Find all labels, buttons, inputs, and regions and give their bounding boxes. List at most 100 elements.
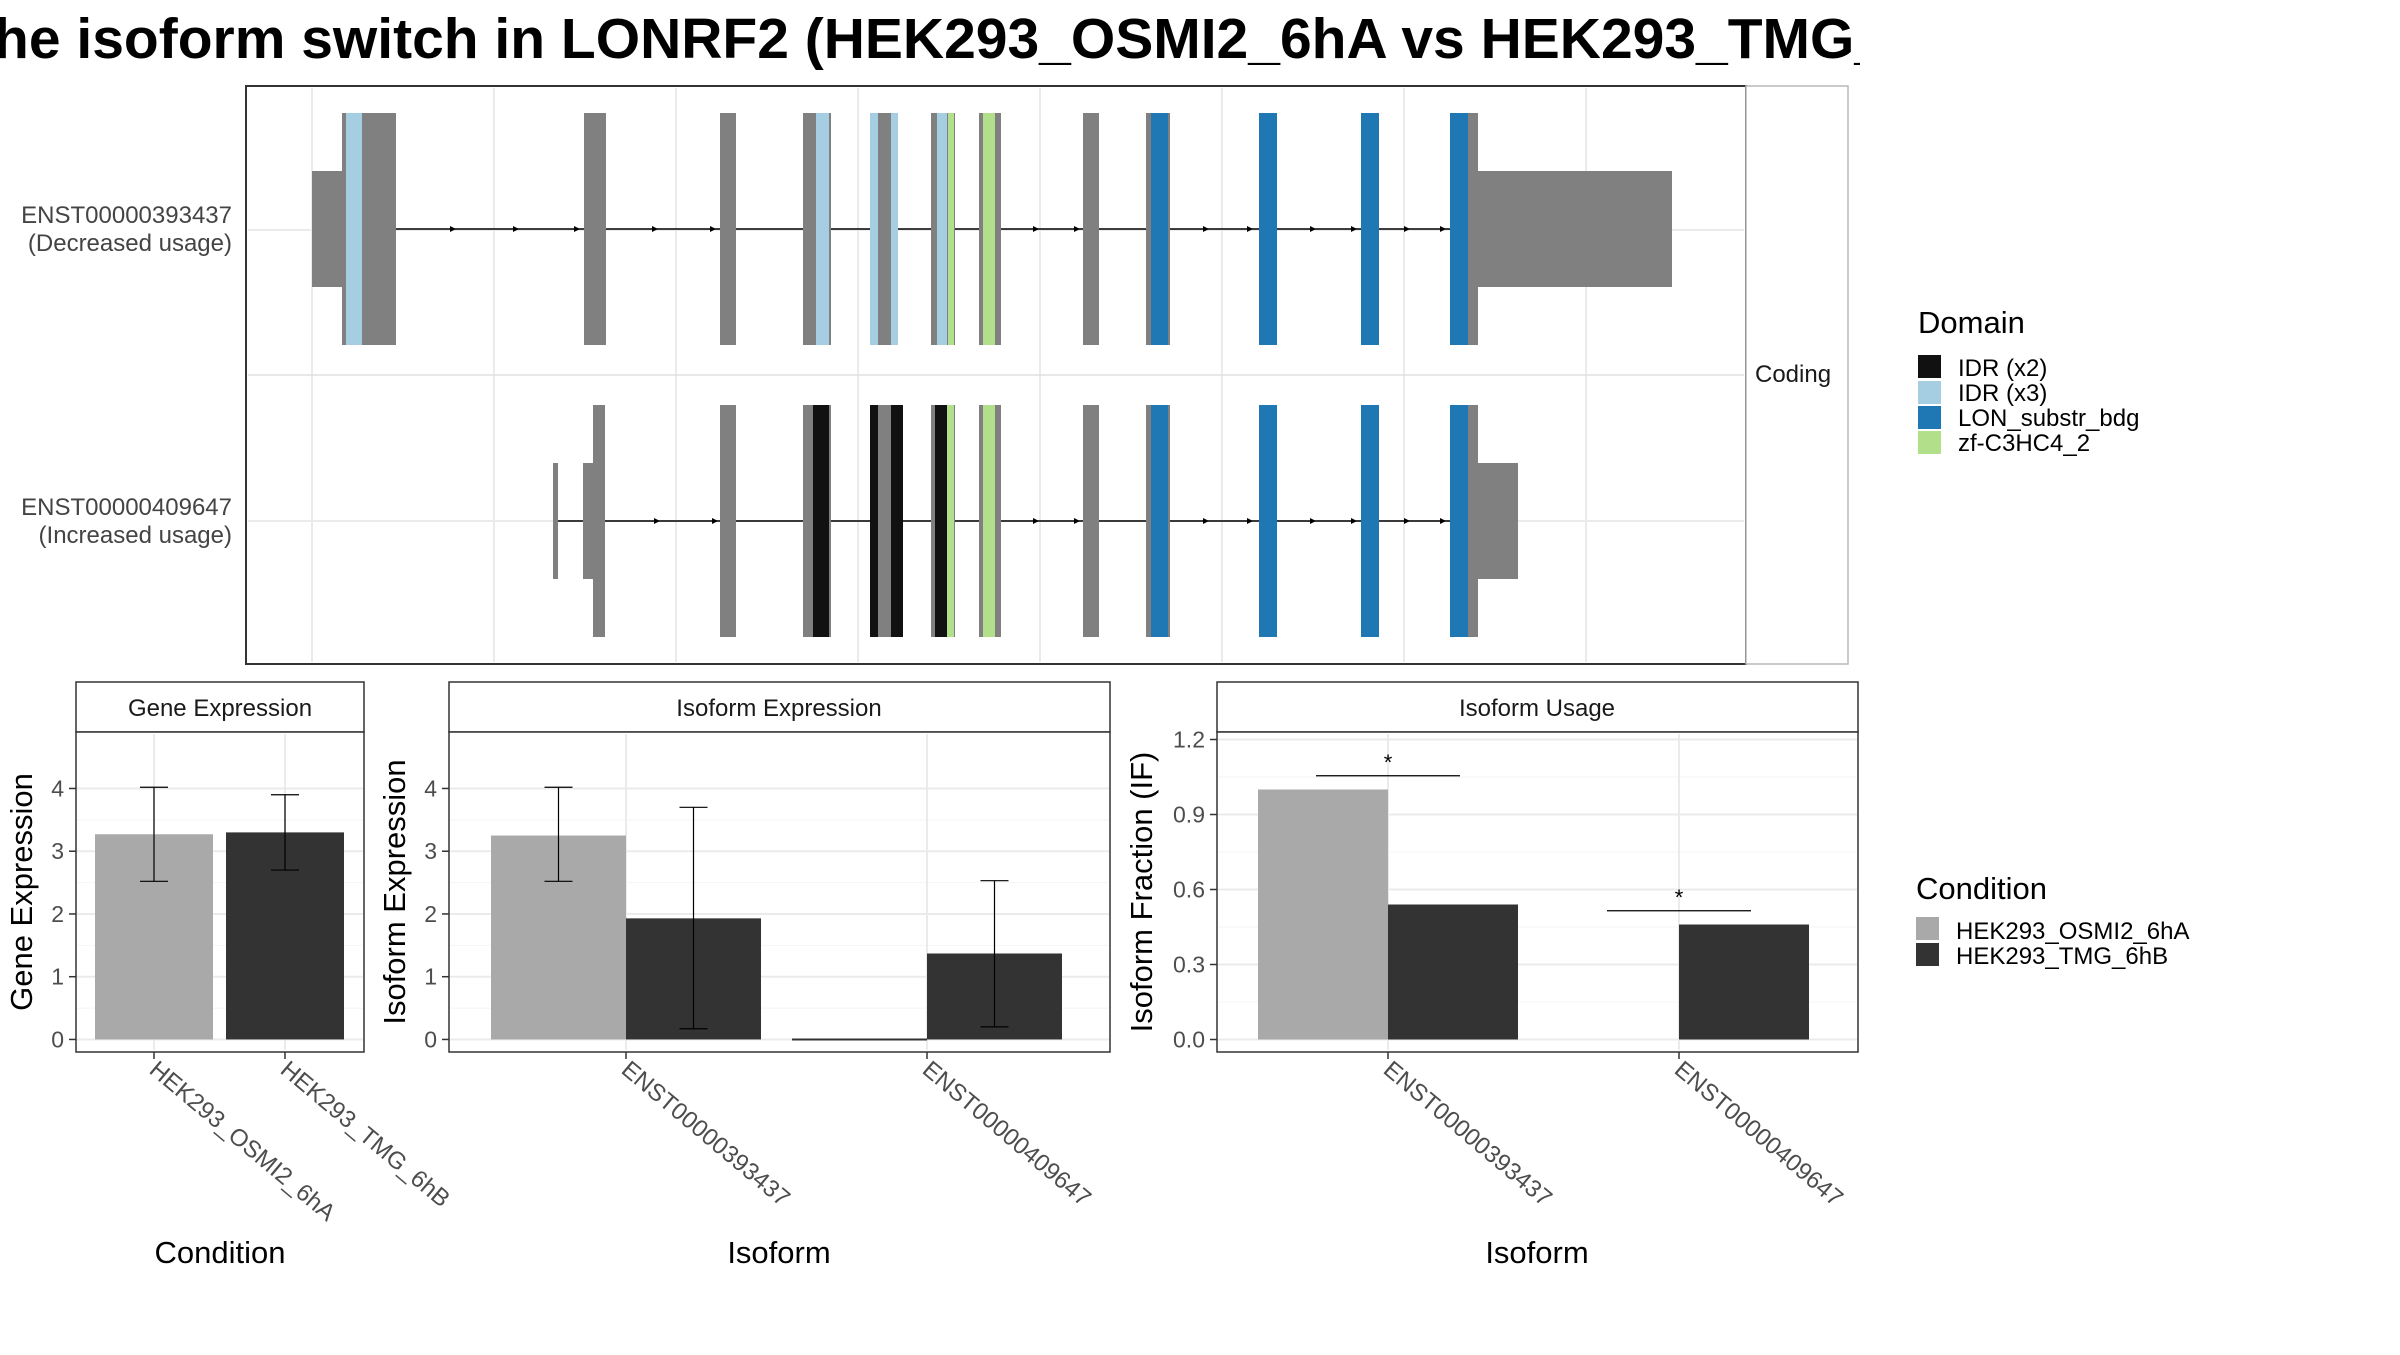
isoform2-id-label: ENST00000409647: [21, 494, 232, 521]
isoform1-id-label: ENST00000393437: [21, 202, 232, 229]
isoform-usage-y-tick-label-0: 0.0: [1173, 1027, 1205, 1053]
isoform2-exon-7: [870, 405, 878, 637]
isoform1-direction-arrow-0: [450, 226, 456, 232]
legend-key-idr-x2: [1918, 355, 1941, 378]
gene-expression-y-label: Gene Expression: [4, 773, 39, 1011]
gene-expression-y-tick-label-0: 0: [51, 1026, 64, 1052]
isoform2-exon-0: [553, 463, 558, 579]
isoform-usage-y-tick-label-3: 0.9: [1173, 802, 1205, 828]
isoform2-direction-arrow-2: [1033, 518, 1039, 524]
isoform-expression-y-tick-label-1: 1: [424, 964, 437, 990]
transcript-structure-panel: Coding ENST00000393437 (Decreased usage)…: [21, 85, 1849, 665]
isoform1-exon-21: [1450, 113, 1468, 345]
isoform-usage-panel: Isoform Usage 0.0 0.3 0.6 0.9 1.2 ENST0000039…: [1124, 681, 1859, 1270]
legend-label-lon-substr-bdg: LON_substr_bdg: [1958, 405, 2139, 432]
isoform1-exon-8: [870, 113, 878, 345]
gene-expression-strip-title: Gene Expression: [128, 695, 312, 722]
isoform-expression-y-tick-label-2: 2: [424, 901, 437, 927]
isoform1-direction-arrow-1: [513, 226, 519, 232]
isoform1-exon-6: [816, 113, 829, 345]
legend-key-idr-x3: [1918, 381, 1941, 404]
isoform1-exon-22: [1468, 171, 1672, 287]
isoform2-direction-arrow-9: [1440, 518, 1446, 524]
isoform2-exon-16: [1151, 405, 1168, 637]
facet-label-coding: Coding: [1755, 361, 1831, 388]
condition-legend: Condition HEK293_OSMI2_6hA HEK293_TMG_6h…: [1916, 871, 2189, 970]
legend-label-tmg: HEK293_TMG_6hB: [1956, 943, 2168, 970]
legend-label-idr-x3: IDR (x3): [1958, 380, 2047, 407]
isoform1-direction-arrow-5: [1033, 226, 1039, 232]
isoform2-exon-5: [813, 405, 829, 637]
isoform1-exon-2: [346, 113, 362, 345]
isoform-usage-y-tick-label-1: 0.3: [1173, 952, 1205, 978]
isoform2-direction-arrow-1: [712, 518, 718, 524]
legend-label-zf-c3hc4-2: zf-C3HC4_2: [1958, 430, 2090, 457]
isoform2-direction-arrow-5: [1247, 518, 1253, 524]
gene-expression-y-tick-label-3: 3: [51, 838, 64, 864]
isoform2-direction-arrow-8: [1404, 518, 1410, 524]
isoform-expression-y-tick-label-4: 4: [424, 775, 437, 801]
isoform1-direction-arrow-9: [1310, 226, 1316, 232]
isoform2-direction-arrow-4: [1203, 518, 1209, 524]
gene-expression-y-tick-label-1: 1: [51, 964, 64, 990]
isoform-usage-x-tick-label-1: ENST00000409647: [1669, 1056, 1848, 1212]
isoform-expression-x-tick-label-1: ENST00000409647: [917, 1056, 1096, 1212]
isoform2-exon-1: [583, 463, 593, 579]
isoform1-exon-15: [1083, 113, 1099, 345]
isoform1-direction-arrow-11: [1404, 226, 1410, 232]
legend-label-idr-x2: IDR (x2): [1958, 355, 2047, 382]
legend-key-zf-c3hc4-2: [1918, 431, 1941, 454]
isoform2-direction-arrow-6: [1310, 518, 1316, 524]
figure-title: he isoform switch in LONRF2 (HEK293_OSMI…: [0, 7, 1994, 71]
isoform1-exon-4: [720, 113, 736, 345]
legend-key-lon-substr-bdg: [1918, 406, 1941, 429]
isoform1-exon-0: [312, 171, 342, 287]
isoform2-direction-arrow-0: [654, 518, 660, 524]
isoform1-exon-18: [1259, 113, 1277, 345]
isoform1-exon-11: [937, 113, 947, 345]
isoform-expression-y-tick-label-3: 3: [424, 838, 437, 864]
isoform-usage-strip-title: Isoform Usage: [1459, 695, 1615, 722]
isoform1-direction-arrow-3: [652, 226, 658, 232]
isoform2-usage-label: (Increased usage): [39, 522, 232, 549]
isoform1-exon-19: [1361, 113, 1379, 345]
legend-key-tmg: [1916, 943, 1939, 966]
isoform2-exon-13: [983, 405, 995, 637]
gene-expression-x-label: Condition: [155, 1235, 286, 1270]
isoform-usage-bar-1-1: [1679, 924, 1809, 1040]
isoform2-exon-8: [891, 405, 903, 637]
isoform1-direction-arrow-10: [1351, 226, 1357, 232]
gene-expression-y-tick-label-2: 2: [51, 901, 64, 927]
isoform-usage-y-label: Isoform Fraction (IF): [1124, 752, 1159, 1033]
isoform1-exon-17: [1151, 113, 1168, 345]
isoform-usage-bar-1-0: [1388, 904, 1518, 1040]
isoform-usage-bar-0-0: [1258, 789, 1388, 1040]
isoform2-exon-3: [720, 405, 736, 637]
domain-legend: Domain IDR (x2) IDR (x3) LON_substr_bdg …: [1918, 305, 2139, 457]
isoform2-exon-18: [1361, 405, 1379, 637]
isoform-usage-significance-star-0: *: [1384, 750, 1393, 775]
isoform-expression-strip-title: Isoform Expression: [676, 695, 881, 722]
legend-key-osmi2: [1916, 917, 1939, 940]
isoform1-direction-arrow-2: [574, 226, 580, 232]
isoform-expression-y-tick-label-0: 0: [424, 1026, 437, 1052]
isoform-usage-significance-star-1: *: [1675, 885, 1684, 910]
isoform1-direction-arrow-8: [1247, 226, 1253, 232]
isoform1-direction-arrow-7: [1203, 226, 1209, 232]
domain-legend-title: Domain: [1918, 305, 2025, 340]
isoform1-direction-arrow-4: [710, 226, 716, 232]
isoform2-exon-11: [947, 405, 954, 637]
isoform2-exon-14: [1083, 405, 1099, 637]
isoform1-exon-3: [584, 113, 606, 345]
isoform1-exon-9: [891, 113, 898, 345]
isoform2-exon-10: [935, 405, 947, 637]
isoform2-exon-21: [1478, 463, 1518, 579]
gene-expression-y-tick-label-4: 4: [51, 775, 64, 801]
isoform1-usage-label: (Decreased usage): [28, 230, 232, 257]
isoform-usage-x-label: Isoform: [1485, 1235, 1588, 1270]
isoform1-exon-12: [948, 113, 954, 345]
condition-legend-title: Condition: [1916, 871, 2047, 906]
isoform2-exon-17: [1259, 405, 1277, 637]
